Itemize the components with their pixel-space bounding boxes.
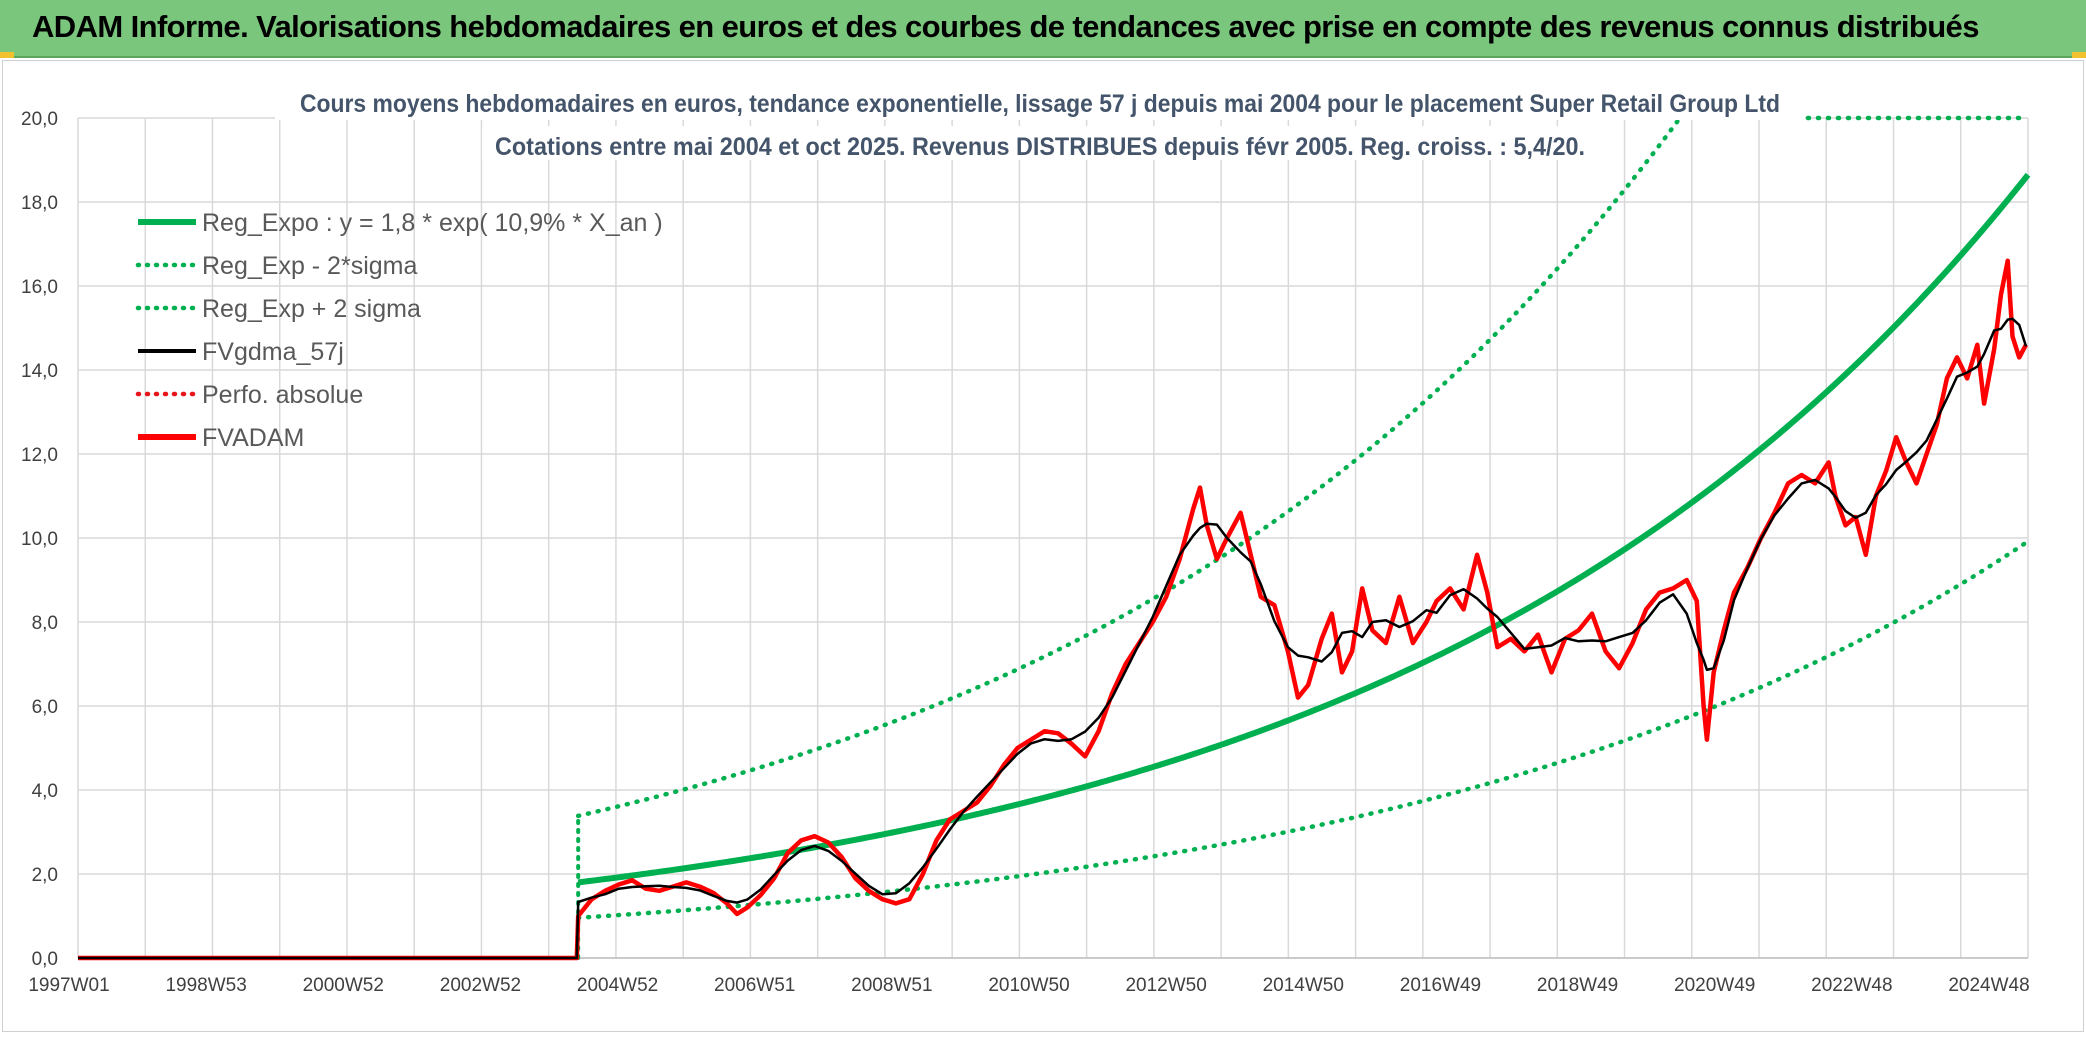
header-bar: ADAM Informe. Valorisations hebdomadaire…	[0, 0, 2086, 58]
legend-label: FVgdma_57j	[202, 338, 344, 366]
axes: 0,0 2,0 4,0 6,0 8,0 10,0 12,0 14,0 16,0 18,0 20,0 1…	[21, 109, 2030, 996]
chart-subtitle: Cotations entre mai 2004 et oct 2025. Re…	[495, 133, 1585, 161]
x-tick-label: 2018W49	[1537, 975, 1618, 996]
legend-label: Reg_Exp + 2 sigma	[202, 295, 421, 323]
series-reg-expo	[577, 172, 2031, 886]
page-title: ADAM Informe. Valorisations hebdomadaire…	[32, 9, 1979, 44]
x-tick-label: 1998W53	[165, 975, 246, 996]
y-tick-label: 2,0	[32, 865, 58, 886]
x-tick-label: 2006W51	[714, 975, 795, 996]
corner-mark-right	[2072, 52, 2086, 58]
legend-label: Reg_Exp - 2*sigma	[202, 252, 417, 280]
x-tick-label: 2022W48	[1811, 975, 1892, 996]
grid	[77, 117, 2029, 959]
series-reg-exp-minus-2-sigma	[575, 539, 2031, 921]
y-tick-label: 4,0	[32, 781, 58, 802]
y-tick-label: 6,0	[32, 697, 58, 718]
x-tick-label: 2012W50	[1125, 975, 1206, 996]
legend-label: Reg_Expo : y = 1,8 * exp( 10,9% * X_an )	[202, 209, 663, 237]
y-tick-label: 16,0	[21, 277, 58, 298]
x-tick-label: 2024W48	[1948, 975, 2029, 996]
x-tick-label: 1997W01	[28, 975, 109, 996]
x-tick-label: 2014W50	[1263, 975, 1344, 996]
y-tick-label: 18,0	[21, 193, 58, 214]
y-tick-label: 12,0	[21, 445, 58, 466]
x-tick-label: 2008W51	[851, 975, 932, 996]
series-reg-exp-plus-2-sigma	[575, 115, 1683, 819]
y-tick-label: 20,0	[21, 109, 58, 130]
y-tick-label: 14,0	[21, 361, 58, 382]
y-tick-label: 10,0	[21, 529, 58, 550]
x-tick-label: 2002W52	[440, 975, 521, 996]
x-tick-label: 2020W49	[1674, 975, 1755, 996]
legend-label: FVADAM	[202, 424, 304, 452]
series-fvgdma-57j	[78, 317, 2028, 960]
x-tick-label: 2000W52	[303, 975, 384, 996]
x-tick-label: 2016W49	[1400, 975, 1481, 996]
series-layer	[78, 115, 2031, 961]
y-tick-label: 8,0	[32, 613, 58, 634]
legend: Reg_Expo : y = 1,8 * exp( 10,9% * X_an )…	[135, 209, 663, 452]
legend-label: Perfo. absolue	[202, 381, 363, 409]
subtitle-bg	[482, 126, 1600, 160]
series-fvadam	[78, 258, 2028, 961]
x-tick-label: 2004W52	[577, 975, 658, 996]
chart-frame	[2, 60, 2084, 1032]
chart-title: Cours moyens hebdomadaires en euros, ten…	[300, 90, 1780, 118]
y-tick-label: 0,0	[32, 949, 58, 970]
title-bg	[275, 86, 1805, 120]
chart-titles: Cours moyens hebdomadaires en euros, ten…	[275, 86, 1805, 161]
x-tick-label: 2010W50	[988, 975, 1069, 996]
corner-mark-left	[0, 52, 14, 58]
